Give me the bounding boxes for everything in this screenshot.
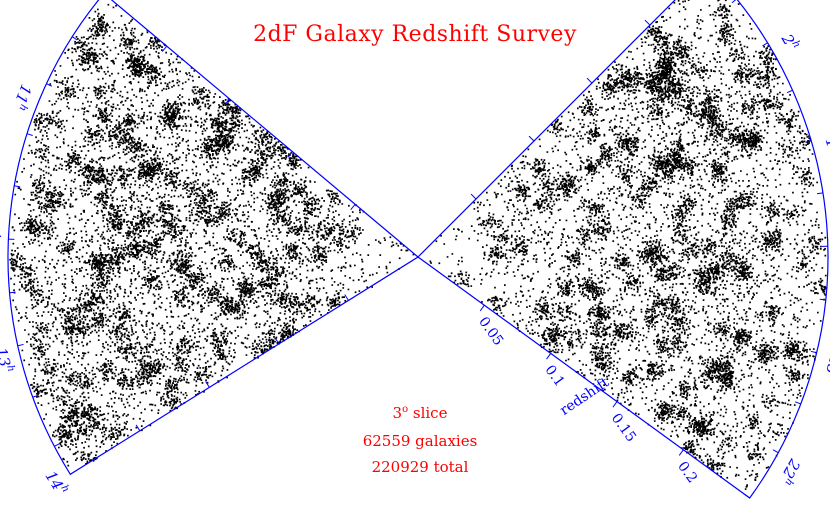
ra-hour-value: 1 [822,136,830,150]
ra-hour-unit: h [59,483,72,494]
ra-tick-label-ngp: 12h [0,214,3,241]
ra-minor-tick [786,89,793,94]
ra-tick-label-ngp: 13h [0,345,17,375]
ra-minor-tick [32,394,39,398]
redshift-tick [161,45,168,52]
chart-title: 2dF Galaxy Redshift Survey [253,22,577,47]
ra-minor-tick [819,298,826,301]
ra-hour-unit: h [790,39,803,50]
ra-hour-value: 13 [0,346,14,369]
redshift-tick [135,424,141,432]
slice-annotation: 3o slice [300,404,540,422]
slice-text: slice [412,404,448,422]
ra-hour-unit: h [829,374,830,383]
ra-minor-tick [9,291,16,294]
ra-minor-tick [54,443,60,447]
galaxy-point-cloud [9,3,415,467]
ra-minor-tick [26,133,33,136]
redshift-tick [479,304,485,312]
ngp-wedge-outline [7,0,420,476]
redshift-tick [586,77,593,84]
slice-value: 3 [392,404,403,422]
redshift-tick [678,449,684,456]
ra-tick-label-ngp: 11h [9,82,37,113]
redshift-tick [205,381,210,388]
ra-minor-tick [14,185,21,188]
ra-minor-tick [816,192,824,195]
redshift-tick [528,135,535,142]
ra-minor-tick [805,140,812,143]
ra-tick-label-sgp: 1h [822,136,830,157]
ra-minor-tick [71,36,78,41]
redshift-tick [644,19,651,26]
ra-minor-tick [810,350,817,354]
redshift-tick [470,193,477,200]
slice-degree: o [402,404,409,415]
total-annotation: 220929 total [371,458,469,476]
redshift-tick [612,401,618,408]
ra-hour-value: 12 [0,214,2,234]
redshift-tick [224,98,230,105]
redshift-tick [274,337,280,345]
redshift-tick [546,353,552,360]
ra-minor-tick [794,401,801,405]
ra-hour-unit: h [5,364,17,373]
galaxy-point-cloud [429,0,827,490]
galaxies-annotation: 62559 galaxies [362,432,478,450]
ra-minor-tick [744,494,750,499]
ra-minor-tick [731,0,737,4]
redshift-tick [287,151,293,158]
ra-hour-value: 23 [822,352,830,376]
ra-tick-label-sgp: 23h [820,352,830,383]
ra-hour-unit: h [17,103,30,113]
ra-minor-tick [762,42,768,47]
ra-minor-tick [772,449,779,454]
redshift-tick [350,203,356,210]
ra-minor-tick [17,343,24,347]
redshift-tick [344,294,349,301]
galaxy-points-ngp [9,3,415,467]
ra-minor-tick [46,83,53,87]
galaxy-points-sgp [429,0,827,490]
ra-hour-value: 11 [11,82,35,106]
ra-hour-unit: h [0,233,2,240]
sgp-wedge-outline [417,0,829,499]
wedge-axes [7,0,829,499]
ra-hour-unit: h [783,477,796,488]
